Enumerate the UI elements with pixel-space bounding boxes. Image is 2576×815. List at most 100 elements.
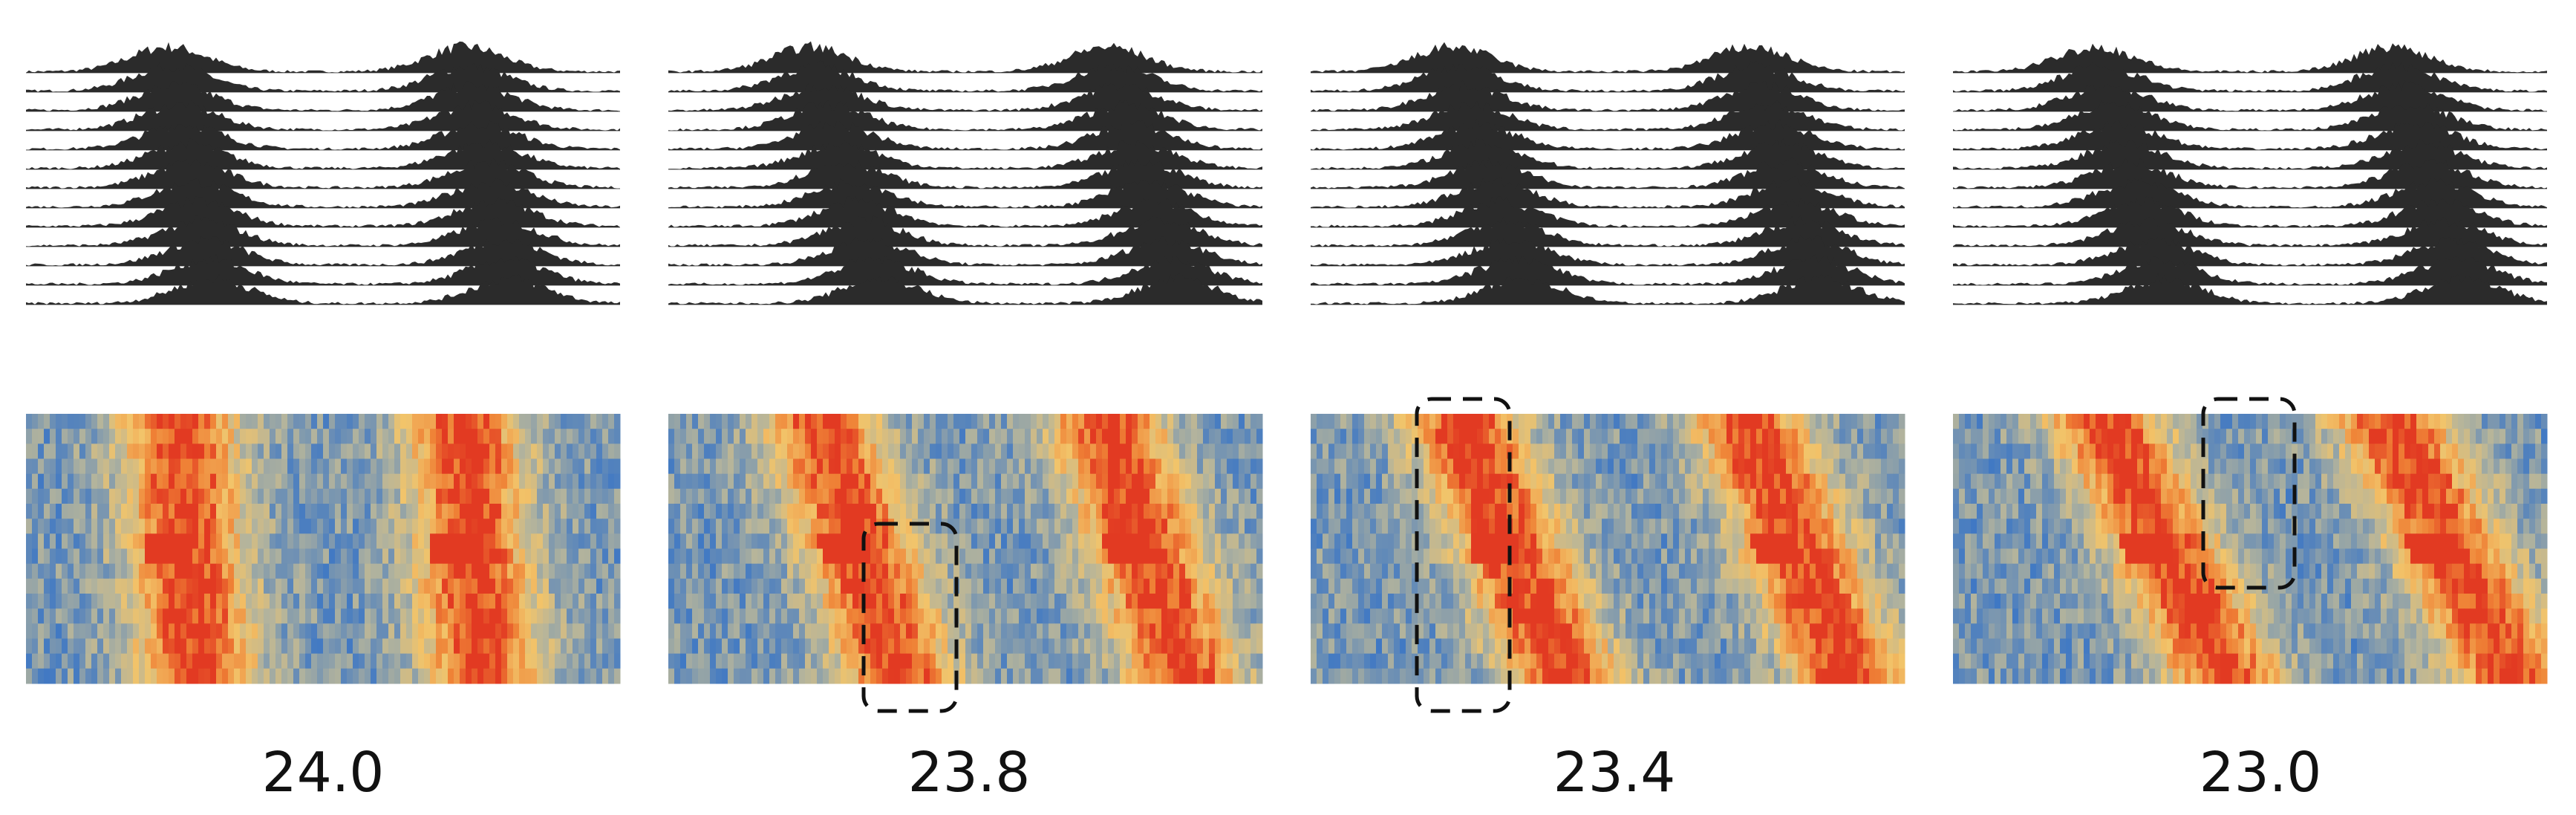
heatmap-cell	[133, 563, 140, 579]
heatmap-cell	[1311, 519, 1317, 534]
heatmap-cell	[1845, 488, 1852, 504]
heatmap-cell	[1792, 504, 1799, 519]
heatmap-cell	[1167, 473, 1174, 490]
heatmap-cell	[305, 548, 312, 565]
heatmap-cell	[281, 473, 288, 490]
heatmap-cell	[1054, 488, 1061, 504]
heatmap-cell	[870, 563, 877, 579]
heatmap-cell	[1120, 533, 1126, 549]
heatmap-cell	[1899, 488, 1905, 504]
heatmap-cell	[876, 458, 883, 475]
heatmap-cell	[1227, 458, 1233, 475]
heatmap-cell	[531, 563, 538, 579]
heatmap-cell	[811, 608, 818, 624]
heatmap-cell	[1845, 504, 1852, 519]
heatmap-cell	[1691, 444, 1698, 459]
heatmap-cell	[1620, 458, 1626, 475]
heatmap-cell	[1780, 429, 1787, 444]
heatmap-cell	[163, 653, 169, 669]
heatmap-cell	[448, 563, 454, 579]
heatmap-cell	[751, 488, 758, 504]
heatmap-cell	[103, 458, 110, 475]
heatmap-cell	[1614, 533, 1620, 549]
heatmap-cell	[68, 548, 74, 565]
heatmap-cell	[1881, 414, 1888, 429]
heatmap-cell	[1887, 578, 1894, 594]
heatmap-cell	[1120, 608, 1126, 624]
heatmap-cell	[1072, 623, 1079, 639]
heatmap-cell	[91, 519, 98, 534]
heatmap-cell	[1673, 414, 1680, 429]
heatmap-cell	[293, 429, 300, 444]
heatmap-cell	[1726, 473, 1733, 490]
heatmap-cell	[1025, 488, 1031, 504]
heatmap-cell	[1548, 429, 1555, 444]
heatmap-cell	[1102, 548, 1109, 565]
heatmap-cell	[1602, 444, 1608, 459]
heatmap-cell	[1780, 444, 1787, 459]
heatmap-cell	[228, 668, 235, 684]
heatmap-cell	[882, 548, 889, 565]
heatmap-cell	[1792, 473, 1799, 490]
heatmap-cell	[1197, 504, 1204, 519]
heatmap-cell	[293, 578, 300, 594]
heatmap-cell	[578, 653, 585, 669]
heatmap-cell	[1827, 563, 1834, 579]
heatmap-cell	[115, 608, 122, 624]
heatmap-cell	[1132, 458, 1138, 475]
heatmap-cell	[50, 548, 56, 565]
heatmap-cell	[900, 504, 907, 519]
heatmap-cell	[371, 623, 377, 639]
heatmap-cell	[1108, 444, 1115, 459]
heatmap-cell	[246, 594, 252, 609]
heatmap-cell	[864, 414, 871, 429]
heatmap-cell	[501, 623, 508, 639]
heatmap-cell	[1602, 563, 1608, 579]
heatmap-cell	[1256, 608, 1263, 624]
heatmap-cell	[1833, 578, 1840, 594]
heatmap-cell	[1376, 504, 1383, 519]
heatmap-cell	[175, 608, 181, 624]
heatmap-cell	[1893, 414, 1900, 429]
heatmap-cell	[614, 414, 621, 429]
heatmap-cell	[341, 608, 348, 624]
heatmap-cell	[222, 594, 229, 609]
heatmap-cell	[1245, 638, 1251, 655]
heatmap-cell	[74, 578, 80, 594]
heatmap-cell	[1150, 668, 1156, 684]
heatmap-cell	[811, 563, 818, 579]
heatmap-cell	[1780, 548, 1787, 565]
heatmap-cell	[1554, 473, 1561, 490]
heatmap-cell	[145, 594, 151, 609]
heatmap-cell	[912, 638, 919, 655]
heatmap-cell	[1679, 458, 1686, 475]
heatmap-cell	[442, 504, 449, 519]
heatmap-cell	[1614, 444, 1620, 459]
heatmap-cell	[169, 653, 175, 669]
heatmap-cell	[835, 533, 841, 549]
heatmap-cell	[359, 533, 365, 549]
heatmap-cell	[1025, 608, 1031, 624]
heatmap-cell	[561, 594, 567, 609]
heatmap-cell	[567, 594, 573, 609]
heatmap-cell	[1744, 594, 1751, 609]
heatmap-cell	[495, 563, 502, 579]
heatmap-cell	[590, 548, 597, 565]
heatmap-cell	[1851, 519, 1858, 534]
heatmap-cell	[91, 429, 98, 444]
heatmap-cell	[228, 458, 235, 475]
heatmap-cell	[442, 548, 449, 565]
heatmap-cell	[519, 429, 526, 444]
heatmap-cell	[1525, 594, 1531, 609]
heatmap-cell	[716, 488, 723, 504]
heatmap-cell	[888, 533, 895, 549]
heatmap-cell	[1833, 414, 1840, 429]
heatmap-cell	[1197, 608, 1204, 624]
heatmap-cell	[1007, 653, 1014, 669]
heatmap-cell	[424, 519, 431, 534]
heatmap-cell	[525, 533, 532, 549]
heatmap-cell	[204, 594, 211, 609]
heatmap-cell	[1626, 488, 1632, 504]
heatmap-cell	[841, 444, 847, 459]
heatmap-cell	[305, 563, 312, 579]
